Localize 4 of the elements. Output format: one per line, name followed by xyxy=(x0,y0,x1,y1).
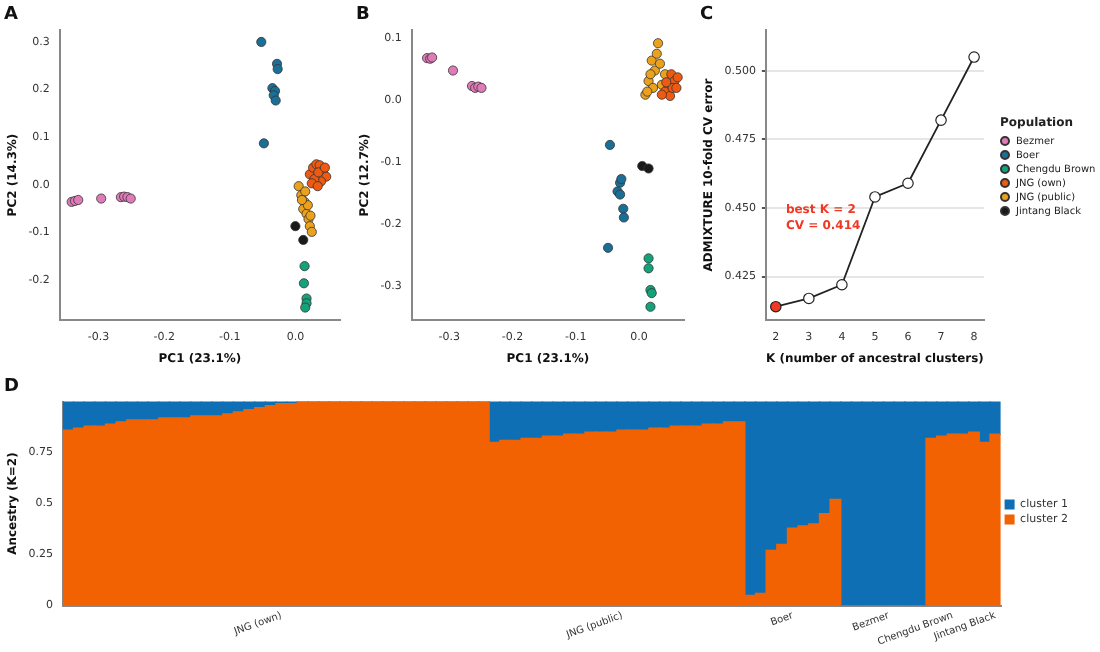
chart-title: A xyxy=(4,5,18,26)
chart-title: C xyxy=(700,5,714,26)
chart-title: B xyxy=(356,5,370,26)
chart-title: D xyxy=(4,377,19,398)
